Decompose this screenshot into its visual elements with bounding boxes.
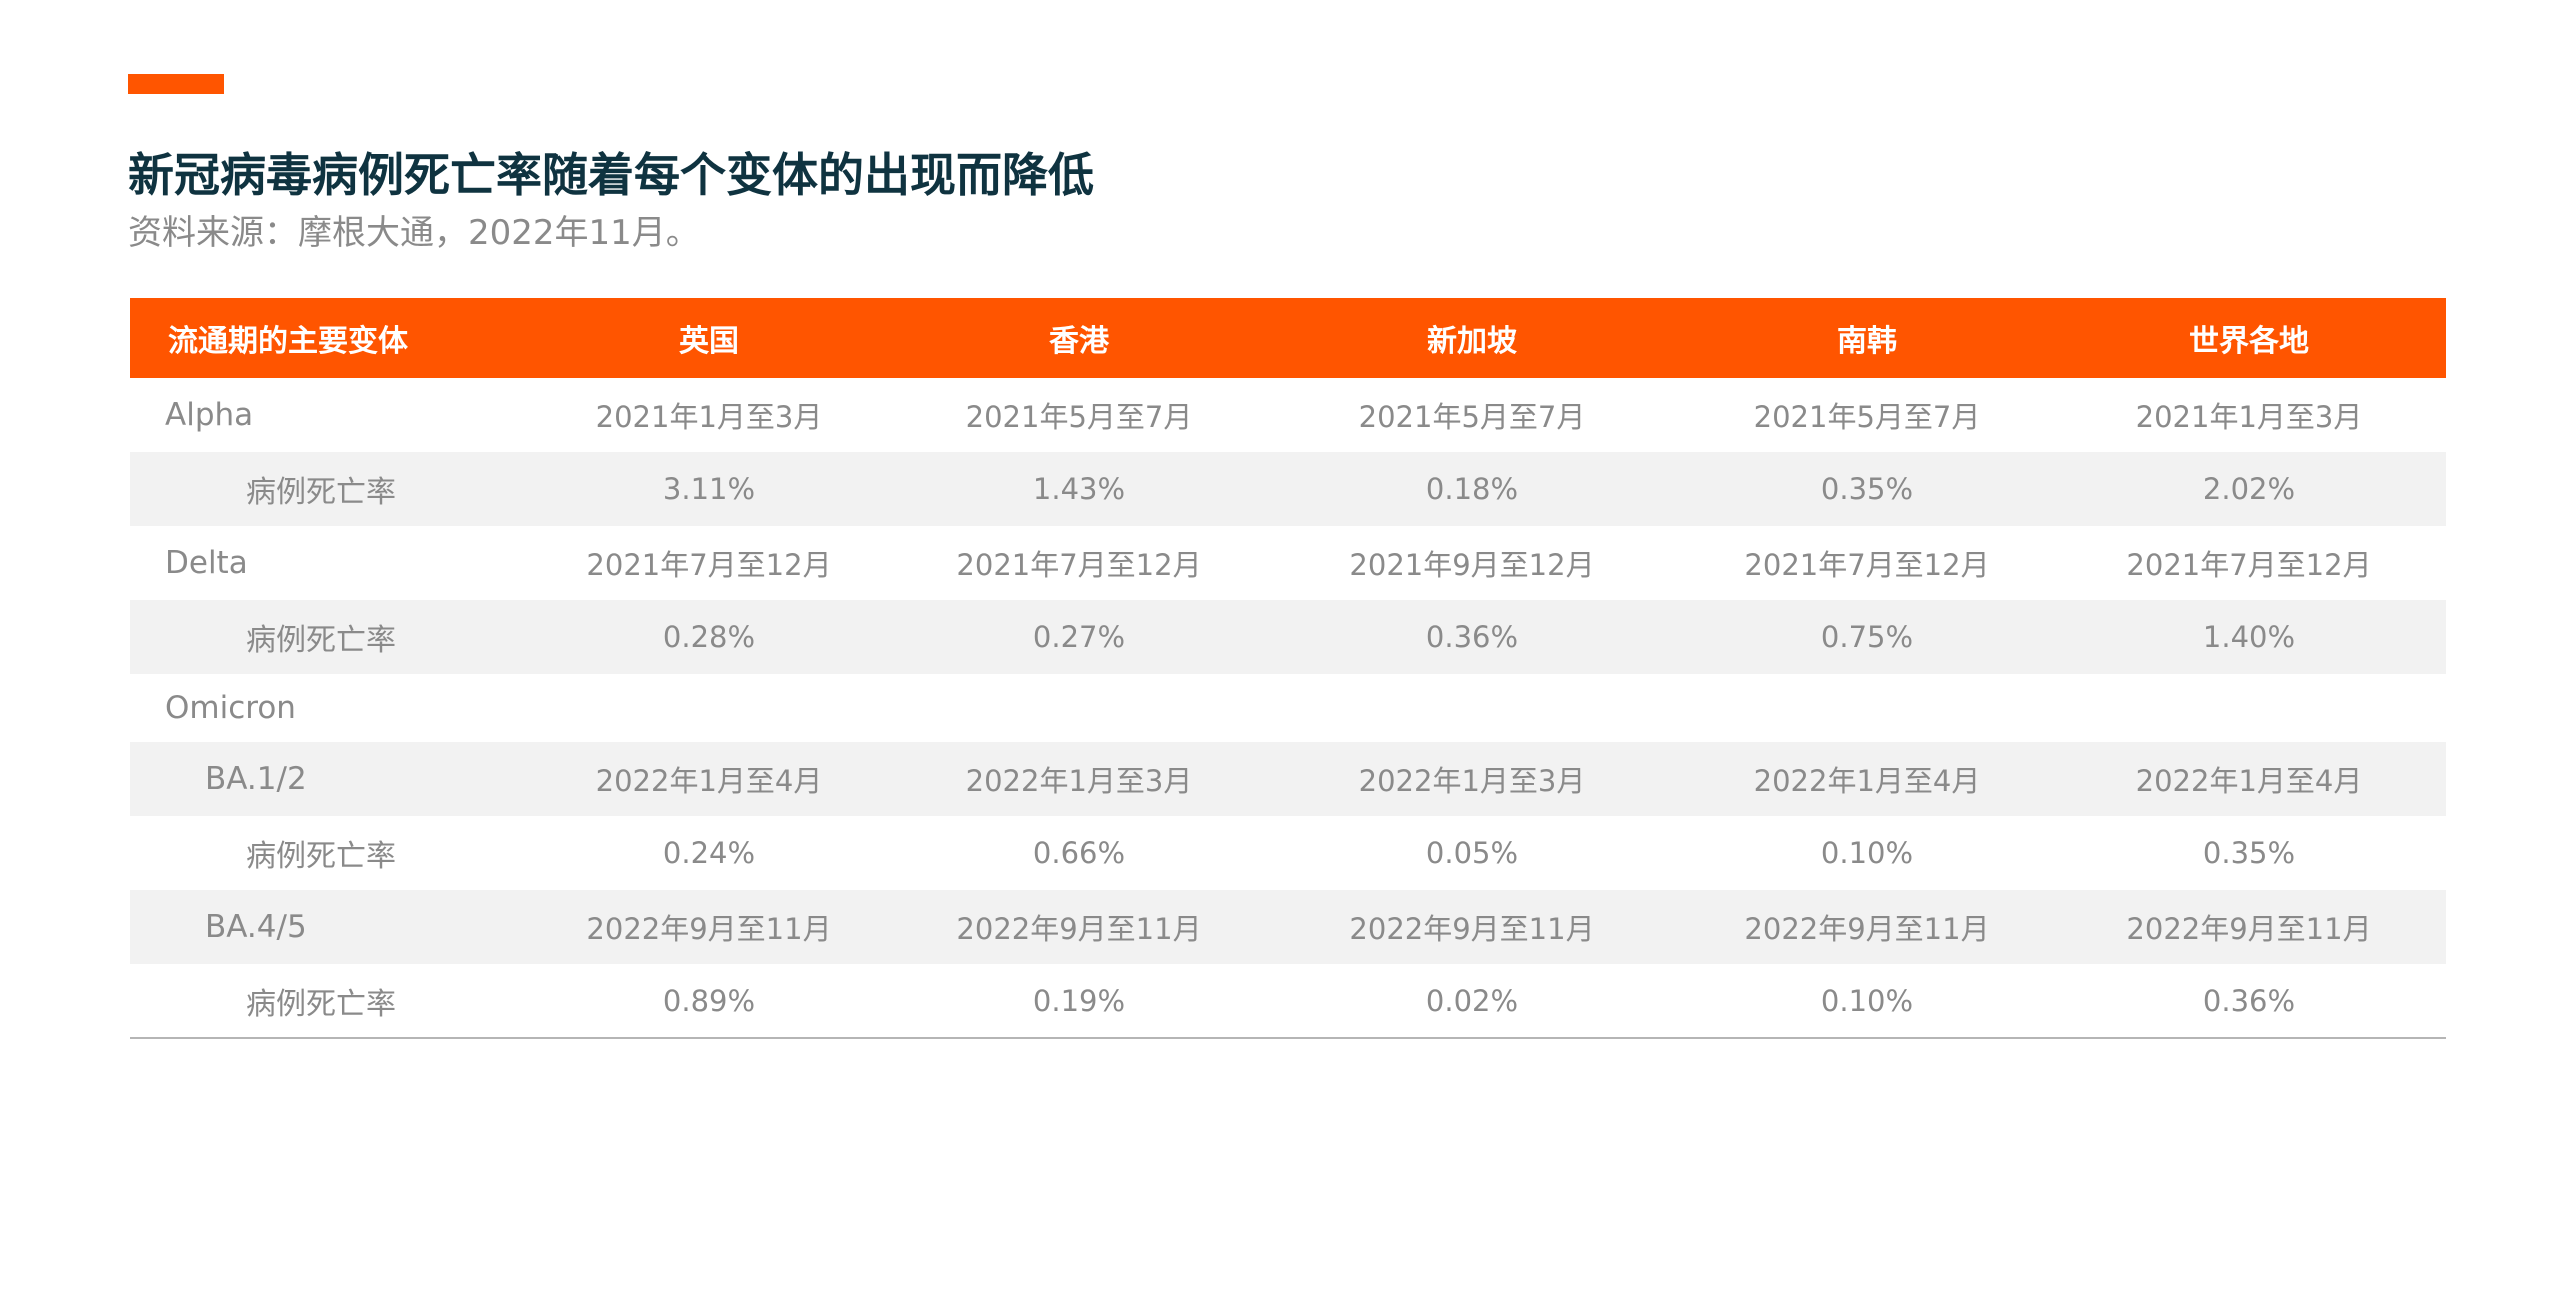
- table-cell: 2021年5月至7月: [1358, 400, 1586, 434]
- table-cell: [1262, 674, 1682, 742]
- table-cell: 2022年9月至11月: [1744, 912, 1990, 946]
- column-header-south-korea: 南韩: [1837, 324, 1897, 359]
- table-cell: 2021年1月至3月: [2135, 400, 2363, 434]
- table-cell: 0.36%: [1425, 620, 1519, 654]
- column-header-hong-kong: 香港: [1049, 324, 1109, 359]
- table-cell: 2022年9月至11月: [1349, 912, 1595, 946]
- table-cell: 0.05%: [1425, 836, 1519, 870]
- table-cell: 2021年1月至3月: [595, 400, 823, 434]
- table-row: BA.4/5 2022年9月至11月 2022年9月至11月 2022年9月至1…: [130, 890, 2446, 964]
- table-cell: 2021年5月至7月: [965, 400, 1193, 434]
- row-label: 病例死亡率: [246, 839, 396, 874]
- row-label: Alpha: [165, 397, 254, 433]
- table-cell: 2021年9月至12月: [1349, 548, 1595, 582]
- table-header-row: 流通期的主要变体 英国 香港 新加坡 南韩 世界各地: [130, 298, 2446, 378]
- row-label: Omicron: [165, 690, 296, 726]
- table-row: BA.1/2 2022年1月至4月 2022年1月至3月 2022年1月至3月 …: [130, 742, 2446, 816]
- table-row: 病例死亡率 0.24% 0.66% 0.05% 0.10% 0.35%: [130, 816, 2446, 890]
- table-row: Alpha 2021年1月至3月 2021年5月至7月 2021年5月至7月 2…: [130, 378, 2446, 452]
- table-cell: [522, 674, 896, 742]
- row-label: BA.1/2: [205, 761, 307, 797]
- table-cell: 0.19%: [1032, 983, 1126, 1018]
- accent-bar: [128, 74, 224, 94]
- table-row: Delta 2021年7月至12月 2021年7月至12月 2021年9月至12…: [130, 526, 2446, 600]
- table-cell: 2022年9月至11月: [586, 912, 832, 946]
- table-cell: 0.27%: [1032, 620, 1126, 654]
- table-cell: 0.10%: [1820, 983, 1914, 1018]
- table-cell: [1682, 674, 2052, 742]
- table-cell: 0.89%: [662, 983, 756, 1018]
- table-cell: 0.36%: [2202, 983, 2296, 1018]
- column-header-singapore: 新加坡: [1427, 324, 1517, 359]
- table-cell: 2022年1月至4月: [2135, 764, 2363, 798]
- table-cell: 2022年1月至3月: [965, 764, 1193, 798]
- table-cell: 1.43%: [1032, 472, 1126, 506]
- row-label: 病例死亡率: [246, 986, 396, 1022]
- row-label: 病例死亡率: [246, 475, 396, 510]
- table-cell: 2022年9月至11月: [2126, 912, 2372, 946]
- row-label: 病例死亡率: [246, 623, 396, 658]
- table-row: Omicron: [130, 674, 2446, 742]
- table-cell: 2022年1月至3月: [1358, 764, 1586, 798]
- variant-fatality-table: 流通期的主要变体 英国 香港 新加坡 南韩 世界各地 Alpha 2021年1月…: [130, 298, 2446, 1039]
- table-cell: 2022年1月至4月: [595, 764, 823, 798]
- page-title: 新冠病毒病例死亡率随着每个变体的出现而降低: [128, 148, 1094, 202]
- table-cell: 2022年1月至4月: [1753, 764, 1981, 798]
- column-header-uk: 英国: [679, 324, 739, 359]
- table-cell: [2052, 674, 2446, 742]
- row-label: Delta: [165, 545, 248, 581]
- row-label: BA.4/5: [205, 909, 307, 945]
- table-cell: 3.11%: [662, 472, 756, 506]
- table-cell: 2022年9月至11月: [956, 912, 1202, 946]
- table-cell: 0.10%: [1820, 836, 1914, 870]
- table-row: 病例死亡率 0.28% 0.27% 0.36% 0.75% 1.40%: [130, 600, 2446, 674]
- table-row: 病例死亡率 3.11% 1.43% 0.18% 0.35% 2.02%: [130, 452, 2446, 526]
- table-cell: 0.66%: [1032, 836, 1126, 870]
- table-cell: 0.75%: [1820, 620, 1914, 654]
- table-cell: [896, 674, 1262, 742]
- table-cell: 0.24%: [662, 836, 756, 870]
- table-cell: 0.02%: [1425, 983, 1519, 1018]
- table-cell: 0.28%: [662, 620, 756, 654]
- table-cell: 2021年7月至12月: [956, 548, 1202, 582]
- table-cell: 0.18%: [1425, 472, 1519, 506]
- column-header-variant: 流通期的主要变体: [168, 324, 408, 359]
- table-cell: 2021年7月至12月: [586, 548, 832, 582]
- column-header-worldwide: 世界各地: [2189, 324, 2309, 359]
- table-cell: 2021年5月至7月: [1753, 400, 1981, 434]
- table-cell: 2.02%: [2202, 472, 2296, 506]
- table-cell: 0.35%: [2202, 836, 2296, 870]
- table-row: 病例死亡率 0.89% 0.19% 0.02% 0.10% 0.36%: [130, 964, 2446, 1038]
- source-note: 资料来源：摩根大通，2022年11月。: [128, 213, 700, 253]
- table-cell: 2021年7月至12月: [1744, 548, 1990, 582]
- table-cell: 0.35%: [1820, 472, 1914, 506]
- table-cell: 2021年7月至12月: [2126, 548, 2372, 582]
- table-cell: 1.40%: [2202, 620, 2296, 654]
